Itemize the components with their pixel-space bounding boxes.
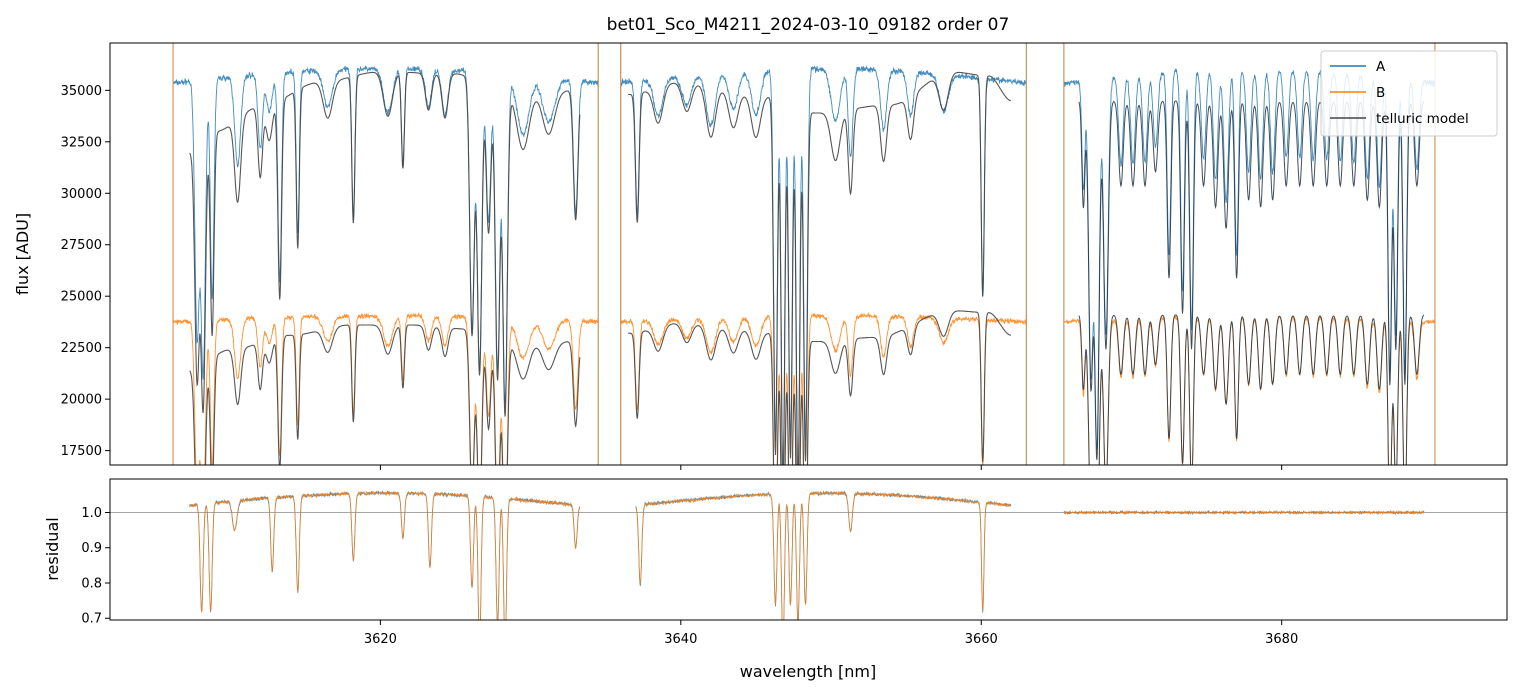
residual-b-segment-1 <box>189 490 581 620</box>
flux-y-tick-label: 27500 <box>61 238 102 253</box>
residual-b-segment-3 <box>1063 509 1425 516</box>
flux-a-segment-1 <box>172 65 599 404</box>
telluric-model-a-segment-3 <box>1078 100 1425 460</box>
flux-b-segment-3 <box>1063 315 1435 465</box>
residual-a-segment-1 <box>189 489 581 620</box>
residual-y-tick-label: 1.0 <box>81 506 102 521</box>
x-axis-label: wavelength [nm] <box>740 662 877 681</box>
residual-panel-frame <box>109 478 1508 621</box>
legend-label-telluric-model: telluric model <box>1376 111 1469 127</box>
telluric-model-b-segment-2 <box>628 310 1012 465</box>
x-tick-label: 3620 <box>364 632 397 647</box>
flux-b-segment-1 <box>172 312 599 465</box>
telluric-model-a-segment-1 <box>189 71 581 417</box>
residual-y-axis-label: residual <box>43 517 62 580</box>
residual-y-tick-label: 0.9 <box>81 541 102 556</box>
legend-label-a: A <box>1376 59 1386 75</box>
flux-y-tick-label: 20000 <box>61 393 102 408</box>
telluric-model-a-segment-2 <box>628 71 1011 465</box>
flux-y-tick-label: 25000 <box>61 290 102 305</box>
residual-x-ticks: 3620 3640 3660 3680 <box>364 620 1298 647</box>
flux-y-tick-label: 30000 <box>61 187 102 202</box>
x-tick-label: 3680 <box>1265 632 1298 647</box>
legend: A B telluric model <box>1320 50 1498 137</box>
residual-y-tick-label: 0.7 <box>81 612 102 627</box>
flux-y-tick-label: 35000 <box>61 84 102 99</box>
flux-y-tick-label: 32500 <box>61 135 102 150</box>
residual-panel-plot <box>110 489 1507 620</box>
legend-label-b: B <box>1376 85 1385 101</box>
legend-box <box>1320 50 1498 137</box>
flux-x-ticks <box>379 465 1283 470</box>
chart-title: bet01_Sco_M4211_2024-03-10_09182 order 0… <box>607 15 1010 35</box>
telluric-model-b-segment-1 <box>189 324 581 465</box>
flux-panel-frame <box>109 42 1508 466</box>
residual-y-tick-label: 0.8 <box>81 576 102 591</box>
residual-b-segment-2 <box>635 490 1012 620</box>
flux-y-axis-label: flux [ADU] <box>13 213 32 295</box>
telluric-model-b-segment-3 <box>1078 314 1425 465</box>
flux-b-segment-2 <box>620 311 1027 465</box>
flux-y-ticks: 17500 20000 22500 25000 27500 30000 32500 35000 <box>61 84 110 459</box>
flux-y-tick-label: 17500 <box>61 444 102 459</box>
x-tick-label: 3640 <box>664 632 697 647</box>
flux-a-segment-2 <box>620 65 1027 465</box>
x-tick-label: 3660 <box>965 632 998 647</box>
flux-panel-plot <box>172 43 1436 465</box>
flux-y-tick-label: 22500 <box>61 341 102 356</box>
residual-y-ticks: 0.7 0.8 0.9 1.0 <box>81 506 110 627</box>
